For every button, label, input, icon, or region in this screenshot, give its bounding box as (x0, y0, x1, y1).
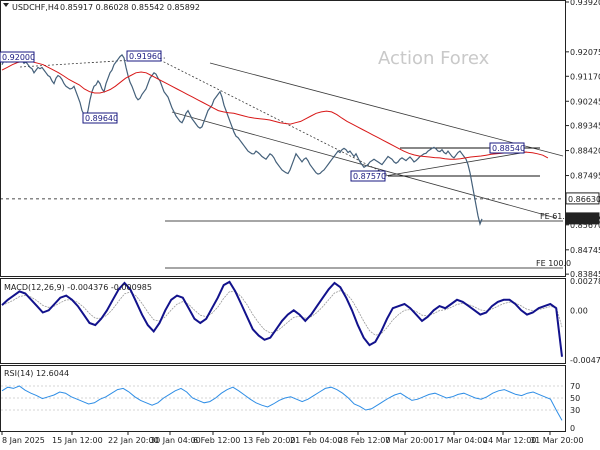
price-series-line (1, 53, 483, 226)
y-tick-label: 0.83845 (570, 270, 600, 279)
x-tick-label: 24 Mar 12:00 (483, 436, 536, 445)
macd-layer (1, 280, 563, 357)
y-tick-label: 0.90245 (570, 97, 600, 106)
price-panel-frame (0, 0, 566, 277)
rsi-layer (1, 385, 565, 421)
y-tick-label: 0.88420 (570, 147, 600, 156)
annotation-box (82, 112, 118, 124)
price-level-box (565, 212, 600, 225)
price-layer: FE 61.8 FE 100.0 0.92000 0.91960 0.89640 0.87… (0, 50, 571, 269)
rsi-tick-label: 50 (570, 394, 580, 403)
annotation-box (126, 50, 162, 62)
annotation-label: 0.87570 (353, 172, 386, 181)
x-tick-label: 22 Jan 20:00 (108, 436, 159, 445)
rsi-panel-frame (0, 365, 566, 432)
y-tick-label: 0.89345 (570, 122, 600, 131)
dotted-projection-line (159, 59, 391, 177)
symbol-label: USDCHF,H4 (12, 3, 59, 12)
fe618-label: FE 61.8 (540, 212, 570, 221)
x-tick-label: 21 Feb 04:00 (290, 436, 342, 445)
macd-label: MACD(12,26,9) -0.004376 -0.000985 (4, 283, 152, 292)
x-tick-label: 28 Feb 12:00 (338, 436, 390, 445)
macd-panel-frame (0, 278, 566, 364)
watermark: Action Forex (378, 48, 490, 69)
y-tick-label: 0.85670 (570, 221, 600, 230)
rsi-line (1, 385, 563, 421)
rising-line (384, 151, 528, 177)
y-tick-label: 0.87495 (570, 172, 600, 181)
macd-tick-label: -0.004717 (570, 356, 600, 365)
annotation-label: 0.88540 (492, 144, 525, 153)
x-tick-label: 15 Jan 12:00 (52, 436, 103, 445)
x-tick-label: 17 Mar 04:00 (434, 436, 487, 445)
x-tick-label: 31 Mar 20:00 (530, 436, 583, 445)
annotation-label: 0.89640 (85, 114, 118, 123)
price-level-label: 0.86630 (568, 195, 600, 204)
annotation-box (350, 170, 386, 182)
x-tick-label: 6 Feb 12:00 (193, 436, 240, 445)
y-tick-label: 0.93920 (570, 0, 600, 7)
x-tick-label: 7 Mar 20:00 (385, 436, 433, 445)
channel-lower-line (171, 111, 557, 219)
x-tick-label: 30 Jan 04:00 (150, 436, 201, 445)
macd-tick-label: 0.002788 (570, 277, 600, 286)
macd-line (1, 280, 563, 357)
channel-upper-line (209, 62, 564, 157)
y-tick-label: 0.84745 (570, 246, 600, 255)
macd-tick-label: 0.00 (570, 306, 588, 315)
rsi-tick-label: 0 (570, 424, 575, 433)
moving-average-line (1, 60, 549, 160)
ohlc-label: 0.85917 0.86028 0.85542 0.85892 (60, 3, 200, 12)
macd-signal-line (1, 290, 563, 336)
rsi-tick-label: 30 (570, 406, 580, 415)
annotation-label: 0.91960 (129, 52, 162, 61)
rsi-tick-label: 70 (570, 382, 580, 391)
x-tick-label: 8 Jan 2025 (2, 436, 45, 445)
annotation-box (489, 142, 525, 154)
price-level-label: 0.85892 (568, 215, 600, 224)
triangle-down-icon (3, 3, 9, 7)
annotation-label: 0.92000 (2, 53, 35, 62)
y-tick-label: 0.91170 (570, 72, 600, 81)
fe100-label: FE 100.0 (536, 259, 571, 268)
price-level-box (565, 192, 600, 205)
header: USDCHF,H4 0.85917 0.86028 0.85542 0.8589… (3, 3, 200, 12)
rsi-label: RSI(14) 12.6044 (4, 369, 69, 378)
y-tick-label: 0.92075 (570, 48, 600, 57)
x-tick-label: 13 Feb 20:00 (243, 436, 295, 445)
annotation-box (0, 51, 35, 63)
